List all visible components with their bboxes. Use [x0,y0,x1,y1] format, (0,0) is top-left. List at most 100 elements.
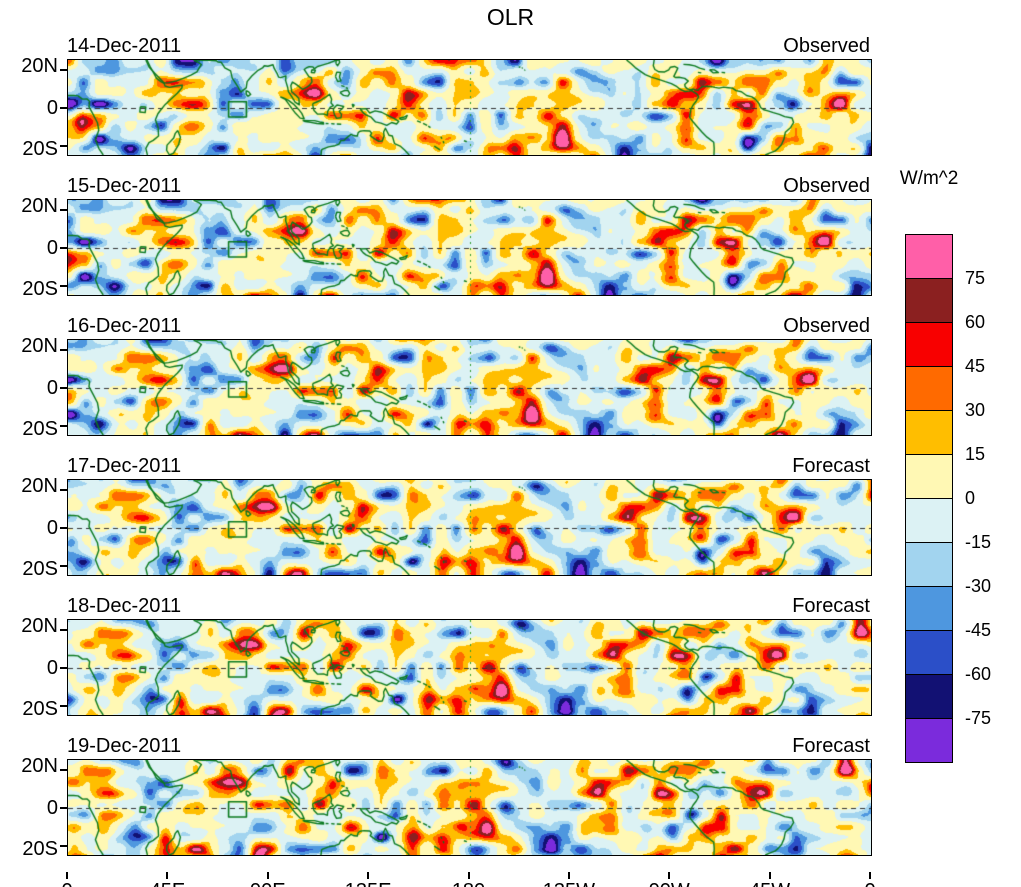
map-5: 20N 0 20S [21,616,872,719]
y-tick-label: 20S [22,418,58,440]
map-4: 20N 0 20S [21,476,872,579]
olr-map-canvas-3 [68,340,871,435]
y-tick-label: 20S [22,138,58,160]
y-tick-label: 0 [46,796,58,819]
colorbar-segment [905,498,953,543]
x-axis-tick [66,872,68,879]
colorbar-tick-label: -75 [965,708,992,728]
y-tick-label: 20N [21,55,58,77]
y-tick-label: 20S [22,838,58,860]
colorbar-units-label: W/m^2 [899,168,959,189]
x-axis-tick [668,872,671,879]
y-tick-label: 20S [22,698,58,720]
x-axis-tick [768,872,771,879]
map-6: 20N 0 20S [21,756,872,859]
colorbar-segment [905,234,953,279]
colorbar-tick-label: -45 [965,620,992,640]
y-axis-tick [60,845,68,847]
colorbar-segment [905,674,953,719]
y-axis-tick [60,349,68,351]
panel-4: 17-Dec-2011 Forecast 20N 0 20S [21,452,872,579]
x-tick-label: 135E [345,880,392,887]
colorbar-tick-label: -60 [965,664,992,684]
y-axis-tick [60,425,68,427]
x-tick-label: 90W [649,880,690,887]
panel-date: 18-Dec-2011 [67,595,182,617]
x-tick-label: 45W [749,880,790,887]
olr-map-canvas-2 [68,200,871,295]
olr-map-canvas-5 [68,620,871,715]
colorbar: W/m^2 75 60 45 30 15 0 -15 -30 -45 -60 -75 [900,168,991,763]
y-tick-label: 20N [21,195,58,217]
y-axis-tick [60,107,68,109]
x-axis-tick [266,872,269,879]
olr-map-canvas-6 [68,760,871,855]
y-axis-tick [60,69,68,71]
colorbar-tick-label: 60 [965,312,986,332]
y-tick-label: 20N [21,475,58,497]
colorbar-tick-label: -30 [965,576,992,596]
x-tick-label: 90E [250,880,286,887]
panel-6: 19-Dec-2011 Forecast 20N 0 20S [21,732,872,859]
map-3: 20N 0 20S [21,336,872,439]
x-tick-label: 135W [543,880,595,887]
y-tick-label: 0 [46,236,58,259]
panel-date: 14-Dec-2011 [67,35,182,57]
colorbar-scale: 75 60 45 30 15 0 -15 -30 -45 -60 -75 [905,234,991,763]
panel-1: 14-Dec-2011 Observed 20N 0 20S [21,32,872,159]
colorbar-tick-label: 0 [965,488,976,508]
colorbar-segment [905,586,953,631]
y-axis-tick [60,145,68,147]
colorbar-segment [905,718,953,763]
colorbar-segment [905,366,953,411]
y-tick-label: 20S [22,278,58,300]
y-axis-tick [60,527,68,529]
y-tick-label: 0 [46,376,58,399]
panel-5: 18-Dec-2011 Forecast 20N 0 20S [21,592,872,719]
x-axis-tick [367,872,370,879]
y-tick-label: 20N [21,755,58,777]
y-tick-label: 0 [46,516,58,539]
x-axis: 0 45E 90E 135E 180 135W 90W 45W 0 [61,872,876,887]
panel-date: 17-Dec-2011 [67,455,182,477]
x-axis-tick [467,872,470,879]
panel-source-label: Observed [783,35,870,57]
x-axis-tick [869,872,871,879]
y-tick-label: 0 [46,96,58,119]
x-tick-label: 180 [452,880,485,887]
y-axis-tick [60,807,68,809]
y-tick-label: 0 [46,656,58,679]
panel-source-label: Forecast [792,735,870,757]
olr-map-canvas-4 [68,480,871,575]
x-tick-label: 0 [864,880,875,887]
map-1: 20N 0 20S [21,56,872,159]
y-tick-label: 20N [21,335,58,357]
y-axis-tick [60,705,68,707]
colorbar-segment [905,454,953,499]
x-axis-tick [166,872,169,879]
colorbar-segment [905,542,953,587]
colorbar-tick-label: -15 [965,532,992,552]
panel-source-label: Forecast [792,455,870,477]
figure-title: OLR [486,4,535,30]
panel-2: 15-Dec-2011 Observed 20N 0 20S [21,172,872,299]
panel-source-label: Observed [783,175,870,197]
x-tick-label: 0 [61,880,72,887]
colorbar-segment [905,278,953,323]
x-axis-tick [567,872,570,879]
colorbar-tick-label: 45 [965,356,986,376]
y-axis-tick [60,629,68,631]
panel-date: 15-Dec-2011 [67,175,182,197]
panel-date: 16-Dec-2011 [67,315,182,337]
y-axis-tick [60,769,68,771]
y-axis-tick [60,247,68,249]
y-axis-tick [60,209,68,211]
y-axis-tick [60,387,68,389]
y-axis-tick [60,565,68,567]
colorbar-segment [905,410,953,455]
colorbar-segment [905,322,953,367]
x-tick-label: 45E [150,880,186,887]
map-2: 20N 0 20S [21,196,872,299]
panel-date: 19-Dec-2011 [67,735,182,757]
